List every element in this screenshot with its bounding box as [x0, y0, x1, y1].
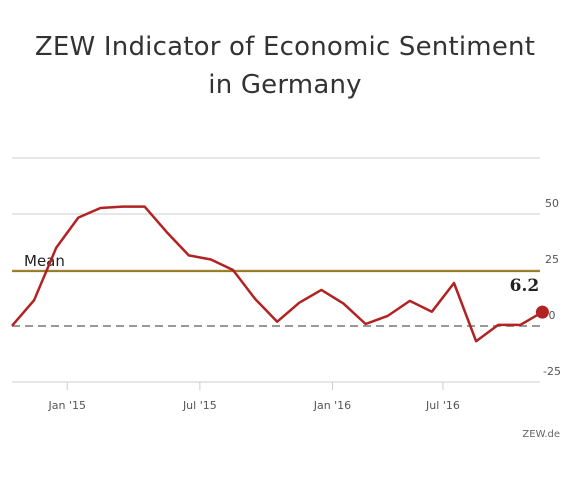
y-tick-label: -25 — [543, 365, 561, 378]
last-point-marker — [535, 305, 549, 319]
y-axis-tick-labels: 50 25 0 -25 — [543, 197, 561, 378]
chart-title-line-1: ZEW Indicator of Economic Sentiment — [34, 32, 536, 62]
mean-line-group: Mean — [12, 252, 540, 273]
y-tick-label: 0 — [549, 309, 556, 322]
y-tick-label: 50 — [545, 197, 559, 210]
series-group: 6.2 — [11, 205, 549, 343]
x-axis: Jan '15 Jul '15 Jan '16 Jul '16 — [48, 382, 460, 412]
chart-title-line-2: in Germany — [208, 70, 362, 100]
chart-title: ZEW Indicator of Economic Sentiment in G… — [0, 28, 570, 104]
x-tick-label: Jul '16 — [425, 399, 460, 412]
x-tick-label: Jul '15 — [182, 399, 217, 412]
grid-lines — [12, 157, 540, 383]
y-tick-label: 25 — [545, 253, 559, 266]
x-tick-label: Jan '15 — [48, 399, 86, 412]
series-line — [11, 205, 544, 343]
mean-label: Mean — [24, 252, 65, 270]
source-credit: ZEW.de — [522, 429, 560, 440]
x-tick-label: Jan '16 — [313, 399, 351, 412]
last-point-label: 6.2 — [510, 276, 540, 296]
